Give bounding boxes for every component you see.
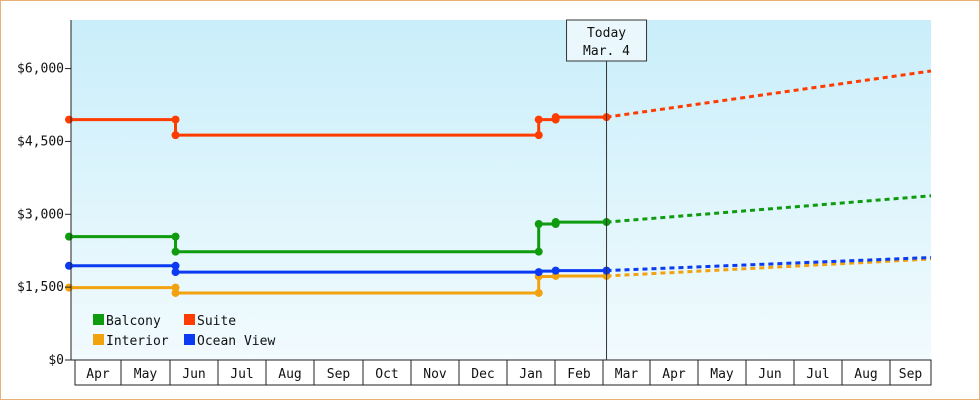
today-box <box>566 19 648 62</box>
series-projection-interior <box>606 257 932 278</box>
data-point-suite <box>534 115 543 124</box>
legend-label-balcony: Balcony <box>106 314 161 329</box>
series-projection-balcony <box>606 194 932 224</box>
data-point-suite <box>65 115 73 124</box>
y-tick-label: $4,500 <box>17 134 64 149</box>
today-date: Mar. 4 <box>583 44 630 59</box>
data-point-interior <box>171 288 180 297</box>
y-tick-label: $6,000 <box>17 62 64 77</box>
x-tick-label: Dec <box>471 367 494 382</box>
x-tick-label: Nov <box>423 367 447 382</box>
y-tick-label: $0 <box>48 353 64 368</box>
legend-label-suite: Suite <box>197 314 236 329</box>
x-tick-label: May <box>710 367 734 382</box>
plot-area <box>71 20 931 360</box>
legend: Balcony Suite Interior Ocean View <box>93 314 275 349</box>
legend-label-interior: Interior <box>106 334 169 349</box>
legend-swatch-interior <box>93 334 104 345</box>
data-point-balcony <box>534 220 543 228</box>
x-tick-label: Jun <box>182 367 205 382</box>
x-tick-label: Jan <box>519 367 542 382</box>
data-point-ocean-view <box>171 261 180 270</box>
legend-swatch-ocean-view <box>184 334 195 345</box>
x-tick-label: Jul <box>806 367 829 382</box>
x-tick-label: Feb <box>567 367 591 382</box>
data-point-suite <box>171 131 180 140</box>
series-projection-suite <box>606 69 932 119</box>
x-tick-label: Jun <box>758 367 781 382</box>
x-tick-label: May <box>134 367 158 382</box>
data-point-balcony <box>171 232 180 241</box>
legend-swatch-balcony <box>93 314 104 325</box>
x-tick-label: Oct <box>375 367 398 382</box>
x-tick-label: Apr <box>662 367 686 382</box>
data-point-balcony <box>534 247 543 256</box>
data-point-suite <box>551 113 560 122</box>
series-projection-ocean-view <box>606 256 932 273</box>
data-point-suite <box>171 115 180 124</box>
data-point-ocean-view <box>534 268 543 277</box>
data-point-ocean-view <box>65 261 73 270</box>
x-tick-label: Aug <box>854 367 877 382</box>
today-label: Today <box>587 26 626 41</box>
x-tick-label: Apr <box>86 367 110 382</box>
data-point-balcony <box>65 232 73 241</box>
x-tick-label: Jul <box>230 367 253 382</box>
data-point-ocean-view <box>551 266 560 275</box>
data-point-balcony <box>551 218 560 227</box>
legend-label-ocean-view: Ocean View <box>197 334 275 349</box>
data-point-suite <box>534 131 543 140</box>
x-tick-label: Sep <box>899 367 923 382</box>
y-tick-label: $1,500 <box>17 280 64 295</box>
y-tick-label: $3,000 <box>17 207 64 222</box>
x-tick-label: Sep <box>327 367 351 382</box>
x-tick-label: Aug <box>278 367 301 382</box>
data-point-interior <box>534 288 543 297</box>
x-tick-label: Mar <box>615 367 639 382</box>
legend-swatch-suite <box>184 314 195 325</box>
data-point-balcony <box>171 247 180 256</box>
data-point-ocean-view <box>171 268 180 277</box>
